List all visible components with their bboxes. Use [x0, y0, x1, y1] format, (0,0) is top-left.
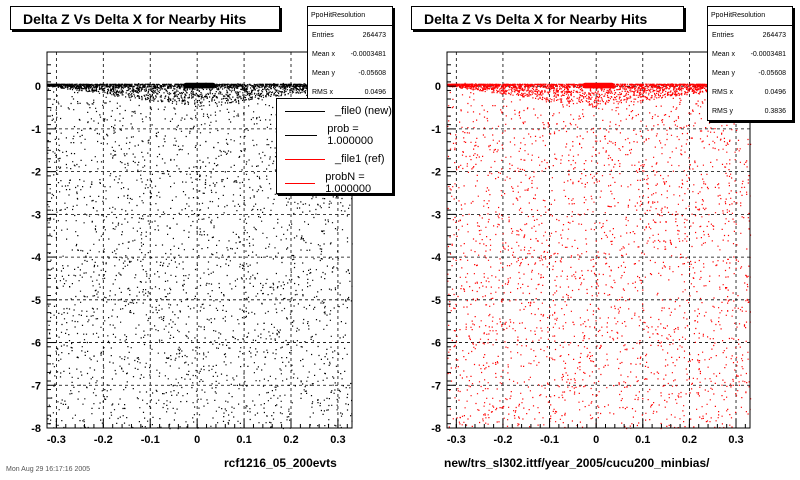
panel-1-x-axis-label: rcf1216_05_200evts [224, 456, 337, 470]
legend-entry: prob = 1.000000 [277, 123, 392, 147]
panel-1-stats-box: PpoHitResolution Entries 264473 Mean x -0.… [307, 6, 393, 102]
x-tick-label: 0.2 [682, 434, 697, 446]
panel-2-stats-name: PpoHitResolution [708, 7, 792, 26]
stats-label: Mean x [312, 51, 335, 58]
stats-row: Entries 264473 [308, 26, 392, 45]
stats-label: Mean y [712, 70, 735, 77]
x-tick-label: -0.2 [94, 434, 113, 446]
stats-label: RMS x [312, 89, 333, 96]
stats-value: -0.0003481 [350, 51, 386, 58]
legend-label: prob = 1.000000 [327, 123, 374, 147]
stats-label: RMS x [712, 89, 733, 96]
scatter-points [47, 82, 354, 430]
stats-row: Mean x -0.0003481 [708, 45, 792, 64]
x-tick-label: -0.1 [141, 434, 160, 446]
panel-1-legend: _file0 (new) prob = 1.000000 _file1 (ref… [276, 98, 393, 194]
x-tick-label: -0.3 [47, 434, 66, 446]
x-tick-label: -0.3 [447, 434, 466, 446]
scatter-dense-core [183, 82, 216, 89]
legend-line-swatch [285, 158, 325, 160]
x-tick-label: -0.1 [540, 434, 559, 446]
y-tick-label: -3 [431, 209, 441, 221]
panel-2-title: Delta Z Vs Delta X for Nearby Hits [411, 6, 684, 30]
legend-line-swatch [285, 182, 316, 184]
y-tick-label: -6 [31, 338, 41, 350]
legend-label: _file0 (new) [335, 105, 392, 117]
stats-value: -0.05608 [758, 70, 786, 77]
y-tick-label: -8 [431, 423, 441, 435]
y-tick-label: 0 [35, 81, 41, 93]
canvas-footer-timestamp: Mon Aug 29 16:17:16 2005 [6, 466, 91, 473]
y-tick-label: -4 [31, 252, 42, 264]
legend-entry: probN = 1.000000 [277, 171, 392, 194]
x-tick-label: 0 [194, 434, 200, 446]
y-tick-label: 0 [435, 81, 441, 93]
y-tick-label: -4 [431, 252, 442, 264]
stats-value: -0.05608 [358, 70, 386, 77]
stats-label: Mean x [712, 51, 735, 58]
stats-label: RMS y [712, 108, 733, 115]
stats-value: -0.0003481 [750, 51, 786, 58]
panel-2-x-axis-label: new/trs_sl302.ittf/year_2005/cucu200_min… [444, 456, 710, 470]
stats-row: Mean y -0.05608 [708, 64, 792, 83]
stats-row: Mean y -0.05608 [308, 64, 392, 83]
stats-value: 0.0496 [364, 89, 386, 96]
scatter-plot-2: -0.3 -0.2 -0.1 0 0.1 0.2 0.3 0 -1 -2 -3 -4 -5 -6 -7 -8 [431, 51, 752, 446]
x-tick-label: 0.3 [330, 434, 345, 446]
stats-value: 0.0496 [764, 89, 786, 96]
x-tick-label: 0.2 [283, 434, 298, 446]
x-tick-label: 0.3 [728, 434, 743, 446]
legend-label: probN = 1.000000 [325, 171, 372, 194]
y-tick-label: -5 [31, 295, 41, 307]
panel-1-stats-name: PpoHitResolution [308, 7, 392, 26]
legend-line-swatch [285, 134, 318, 136]
stats-row: RMS x 0.0496 [308, 83, 392, 102]
scatter-points [447, 82, 752, 430]
legend-line-swatch [285, 110, 325, 112]
stats-label: Mean y [312, 70, 335, 77]
stats-label: Entries [712, 32, 734, 39]
plot-frame [46, 51, 353, 429]
y-tick-label: -2 [431, 167, 441, 179]
y-tick-label: -7 [31, 380, 41, 392]
plot-frame [446, 51, 751, 429]
x-tick-label: 0.1 [236, 434, 251, 446]
stats-row: RMS x 0.0496 [708, 83, 792, 102]
legend-entry: _file0 (new) [277, 99, 392, 123]
y-tick-label: -8 [31, 423, 41, 435]
panel-1-title: Delta Z Vs Delta X for Nearby Hits [10, 6, 280, 30]
x-tick-label: 0 [593, 434, 599, 446]
y-tick-label: -7 [431, 380, 441, 392]
y-tick-label: -6 [431, 338, 441, 350]
stats-label: Entries [312, 32, 334, 39]
stats-row: Entries 264473 [708, 26, 792, 45]
stats-row: Mean x -0.0003481 [308, 45, 392, 64]
x-tick-label: 0.1 [635, 434, 650, 446]
stats-value: 264473 [362, 32, 386, 39]
panel-2-stats-box: PpoHitResolution Entries 264473 Mean x -0.… [707, 6, 793, 121]
scatter-dense-core [582, 82, 615, 89]
stats-value: 0.3836 [764, 108, 786, 115]
y-tick-label: -5 [431, 295, 441, 307]
stats-row: RMS y 0.3836 [708, 102, 792, 121]
x-tick-label: -0.2 [493, 434, 512, 446]
y-tick-label: -3 [31, 209, 41, 221]
y-tick-label: -2 [31, 167, 41, 179]
stats-value: 264473 [762, 32, 786, 39]
legend-entry: _file1 (ref) [277, 147, 392, 171]
y-tick-label: -1 [431, 124, 441, 136]
legend-label: _file1 (ref) [335, 153, 385, 165]
y-tick-label: -1 [31, 124, 41, 136]
